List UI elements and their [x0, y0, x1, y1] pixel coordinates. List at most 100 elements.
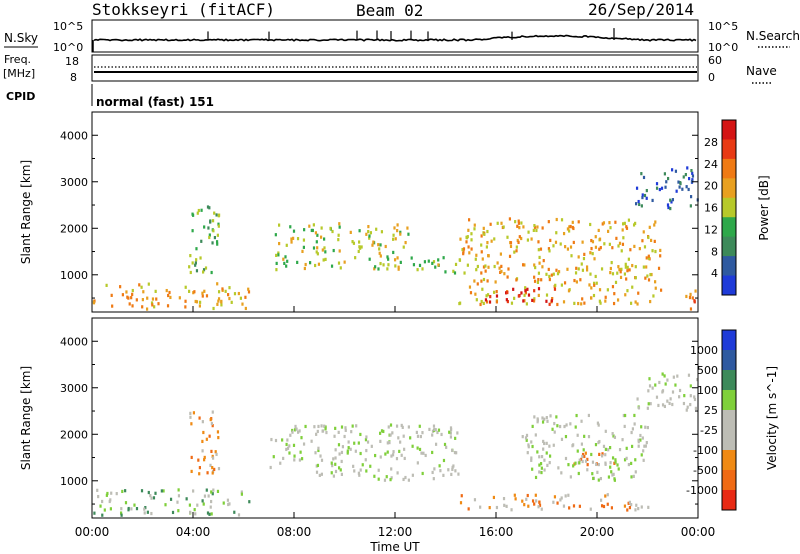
data-cell — [545, 451, 548, 455]
data-cell — [619, 270, 622, 274]
data-cell — [296, 430, 300, 434]
data-cell — [540, 470, 543, 475]
data-cell — [396, 229, 399, 233]
data-cell — [527, 230, 530, 234]
data-cell — [421, 431, 424, 435]
x-tick-label: 20:00 — [580, 525, 615, 539]
data-cell — [189, 254, 192, 258]
data-cell — [453, 271, 457, 275]
data-cell — [319, 235, 323, 239]
data-cell — [693, 397, 697, 402]
data-cell — [332, 248, 335, 253]
data-cell — [542, 447, 545, 451]
data-cell — [470, 232, 473, 236]
data-cell — [627, 257, 630, 261]
data-cell — [510, 508, 513, 512]
data-cell — [685, 185, 688, 189]
data-cell — [318, 473, 321, 477]
data-cell — [304, 262, 307, 267]
power-cbar-label: Power [dB] — [757, 175, 771, 240]
data-cell — [532, 228, 535, 232]
data-cell — [599, 476, 602, 481]
data-cell — [371, 243, 374, 247]
data-cell — [591, 240, 595, 244]
data-cell — [574, 425, 577, 429]
data-cell — [406, 226, 409, 230]
colorbar-tick-label: 8 — [711, 245, 718, 258]
data-cell — [564, 456, 568, 461]
data-cell — [548, 444, 551, 448]
data-cell — [499, 270, 502, 274]
data-cell — [643, 444, 646, 448]
data-cell — [655, 182, 659, 186]
data-cell — [294, 424, 297, 429]
data-cell — [611, 473, 614, 477]
data-cell — [554, 240, 558, 244]
data-cell — [668, 401, 671, 406]
data-cell — [642, 230, 645, 234]
data-cell — [560, 283, 563, 287]
noise-strip: N.Sky 10^5 10^0 10^5 10^0 N.Search — [4, 19, 800, 54]
data-cell — [631, 285, 634, 289]
data-cell — [433, 467, 436, 471]
data-cell — [596, 421, 600, 425]
colorbar-swatch — [722, 236, 736, 257]
data-cell — [293, 454, 296, 458]
data-cell — [201, 439, 204, 444]
data-cell — [474, 292, 477, 296]
data-cell — [626, 289, 629, 293]
data-cell — [531, 424, 534, 429]
data-cell — [645, 265, 648, 269]
data-cell — [666, 378, 669, 382]
data-cell — [572, 464, 575, 468]
data-cell — [211, 466, 214, 470]
data-cell — [442, 256, 445, 260]
data-cell — [120, 513, 123, 517]
data-cell — [184, 299, 187, 303]
data-cell — [533, 279, 537, 283]
data-cell — [505, 291, 508, 295]
data-cell — [214, 450, 217, 454]
data-cell — [476, 264, 479, 269]
data-cell — [675, 189, 678, 193]
data-cell — [536, 418, 539, 422]
data-cell — [666, 399, 669, 403]
data-cell — [640, 425, 643, 429]
colorbar-tick-label: 12 — [704, 223, 718, 236]
data-cell — [587, 435, 591, 439]
data-cell — [456, 431, 459, 435]
nave-label: Nave — [746, 64, 777, 78]
data-cell — [533, 263, 536, 267]
data-cell — [580, 262, 583, 266]
data-cell — [240, 492, 243, 496]
data-cell — [216, 282, 219, 286]
data-cell — [548, 249, 551, 253]
data-cell — [562, 504, 566, 508]
station-title: Stokkseyri (fitACF) — [92, 0, 275, 19]
data-cell — [538, 463, 541, 467]
data-cell — [531, 298, 534, 302]
data-cell — [317, 262, 321, 266]
data-cell — [207, 226, 210, 230]
data-cell — [604, 429, 607, 433]
data-cell — [576, 449, 579, 453]
data-cell — [506, 235, 509, 239]
data-cell — [331, 229, 334, 234]
data-cell — [577, 220, 580, 224]
data-cell — [126, 295, 129, 299]
data-cell — [385, 475, 388, 479]
data-cell — [237, 513, 241, 517]
data-cell — [462, 250, 465, 254]
colorbar-swatch — [722, 217, 736, 238]
data-cell — [432, 477, 435, 481]
data-cell — [542, 259, 545, 263]
data-cell — [298, 458, 302, 462]
data-cell — [500, 221, 503, 225]
data-cell — [216, 489, 220, 494]
data-cell — [663, 404, 666, 409]
data-cell — [195, 247, 198, 251]
data-cell — [604, 462, 607, 466]
data-cell — [194, 263, 197, 267]
data-cell — [201, 420, 204, 424]
data-cell — [664, 382, 667, 386]
